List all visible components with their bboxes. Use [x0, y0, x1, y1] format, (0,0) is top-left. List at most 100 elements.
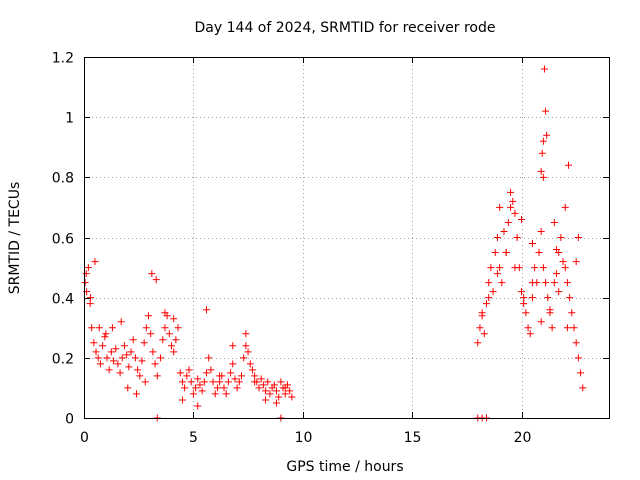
data-point — [496, 264, 504, 272]
data-point — [161, 324, 169, 332]
data-point — [124, 384, 132, 392]
data-point — [203, 369, 210, 377]
data-point — [535, 249, 543, 257]
data-point — [170, 315, 178, 323]
data-point — [248, 366, 256, 374]
data-point — [105, 366, 113, 374]
data-point — [550, 218, 558, 226]
data-point — [474, 339, 482, 347]
data-point — [555, 288, 563, 296]
data-point — [509, 197, 517, 205]
data-point — [222, 390, 230, 398]
x-tick-label: 5 — [189, 430, 198, 446]
data-point — [233, 384, 241, 392]
data-point — [566, 294, 574, 302]
data-point — [231, 375, 239, 383]
data-point — [242, 330, 250, 338]
data-point — [496, 203, 504, 211]
data-point — [550, 279, 558, 287]
y-tick-label: 0.6 — [52, 232, 74, 248]
data-point — [513, 234, 521, 241]
data-point — [483, 300, 490, 308]
y-tick-label: 0.2 — [52, 352, 74, 368]
x-axis: 0 5 10 15 20 — [80, 57, 531, 446]
data-point — [511, 264, 519, 272]
data-point — [561, 264, 569, 272]
data-point — [91, 258, 99, 266]
data-point — [198, 387, 206, 395]
data-point — [559, 258, 567, 266]
data-point — [116, 369, 124, 377]
data-point — [528, 294, 536, 302]
data-point — [240, 354, 248, 362]
data-point — [205, 354, 213, 362]
data-point — [216, 372, 224, 380]
y-tick-label: 1 — [65, 111, 74, 127]
data-point — [546, 306, 554, 314]
y-tick-label: 0 — [65, 412, 74, 428]
data-point — [103, 354, 111, 362]
data-point — [273, 387, 280, 395]
data-point — [544, 294, 552, 302]
data-point — [572, 258, 580, 266]
data-point — [96, 360, 104, 368]
y-tick-label: 1.2 — [52, 51, 74, 67]
data-point — [281, 384, 289, 392]
data-point — [493, 234, 501, 241]
data-point — [493, 270, 501, 278]
data-point — [264, 378, 272, 386]
data-point — [209, 378, 217, 386]
data-point — [524, 324, 532, 332]
data-point — [145, 312, 153, 320]
data-point — [157, 354, 165, 362]
data-point — [213, 384, 221, 392]
y-tick-label: 0.4 — [52, 292, 74, 308]
data-point — [288, 393, 296, 401]
data-point — [526, 330, 534, 338]
x-tick-label: 20 — [514, 430, 532, 446]
data-point — [286, 387, 294, 395]
data-point — [563, 324, 571, 332]
data-point — [275, 393, 283, 401]
data-point — [207, 366, 215, 374]
data-point — [153, 372, 161, 380]
data-point — [257, 375, 265, 383]
data-point — [159, 336, 167, 344]
data-point — [266, 390, 274, 398]
data-point — [141, 378, 149, 386]
data-point — [112, 345, 120, 353]
data-point — [563, 279, 571, 287]
data-point — [270, 381, 278, 389]
data-point — [572, 339, 580, 347]
x-tick-label: 15 — [404, 430, 422, 446]
data-point — [203, 306, 210, 314]
data-point — [281, 390, 289, 398]
data-point — [108, 324, 116, 332]
data-point — [118, 354, 126, 362]
data-point — [125, 363, 133, 371]
data-point — [216, 378, 224, 386]
data-point — [194, 375, 202, 383]
data-point — [172, 336, 180, 344]
data-point — [251, 372, 259, 380]
data-point — [183, 372, 191, 380]
data-point — [134, 366, 142, 374]
data-point — [140, 339, 148, 347]
data-point — [92, 348, 100, 356]
data-point — [149, 348, 157, 356]
data-point — [110, 357, 118, 365]
data-point — [99, 342, 107, 350]
data-point — [577, 369, 585, 377]
data-point — [81, 279, 89, 287]
data-point — [485, 279, 493, 287]
data-point — [87, 294, 95, 302]
data-point — [511, 209, 519, 217]
data-point — [565, 161, 573, 169]
data-point — [273, 399, 280, 407]
data-point — [211, 390, 219, 398]
data-point — [507, 188, 515, 196]
data-point — [570, 324, 578, 332]
data-point — [502, 249, 510, 257]
data-point — [518, 288, 525, 296]
